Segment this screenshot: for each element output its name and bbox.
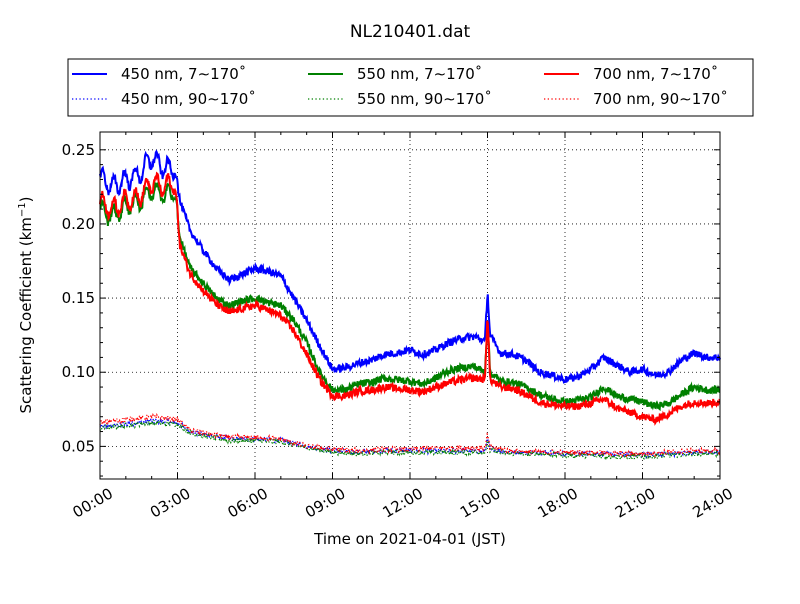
y-tick-label: 0.15: [62, 289, 95, 307]
y-tick-label: 0.05: [62, 437, 95, 455]
x-tick-label: 03:00: [147, 484, 193, 521]
x-tick-label: 18:00: [535, 484, 581, 521]
y-axis-label-suffix: ): [17, 196, 35, 202]
x-tick-label: 15:00: [457, 484, 503, 521]
x-tick-label: 21:00: [612, 484, 658, 521]
y-tick-label: 0.20: [62, 215, 95, 233]
x-tick-label: 24:00: [690, 484, 736, 521]
legend-label: 550 nm, 7∼170˚: [357, 65, 482, 83]
axis-ticks: 00:00 03:00 06:00 09:00 12:00 15:00 18:00 21:00…: [62, 132, 736, 522]
y-axis-label-main: Scattering Coefficient (km: [17, 217, 35, 413]
legend-frame: [67, 58, 754, 117]
series-line-1: [99, 149, 721, 384]
legend-label: 450 nm, 90∼170˚: [121, 90, 256, 108]
legend-label: 550 nm, 90∼170˚: [357, 90, 492, 108]
legend: 450 nm, 7∼170˚ 450 nm, 90∼170˚ 550 nm, 7∼1…: [67, 58, 754, 117]
legend-label: 450 nm, 7∼170˚: [121, 65, 246, 83]
legend-label: 700 nm, 90∼170˚: [593, 90, 728, 108]
y-tick-label: 0.10: [62, 363, 95, 381]
x-tick-label: 00:00: [70, 484, 116, 521]
x-tick-label: 09:00: [302, 484, 348, 521]
x-tick-label: 06:00: [225, 484, 271, 521]
chart-title: NL210401.dat: [350, 22, 471, 42]
series-line-3: [99, 171, 721, 426]
series-line-6: [99, 412, 721, 459]
grid-lines: [100, 132, 720, 479]
y-tick-label: 0.25: [62, 141, 95, 159]
x-tick-label: 12:00: [380, 484, 426, 521]
legend-label: 700 nm, 7∼170˚: [593, 65, 718, 83]
series-line-2: [99, 180, 721, 412]
series-lines: [99, 149, 721, 461]
series-line-5: [99, 419, 721, 461]
y-axis-label-unit-exponent: −1: [17, 202, 28, 217]
x-axis-label: Time on 2021-04-01 (JST): [313, 530, 506, 548]
y-axis-label: Scattering Coefficient (km−1): [17, 196, 35, 413]
